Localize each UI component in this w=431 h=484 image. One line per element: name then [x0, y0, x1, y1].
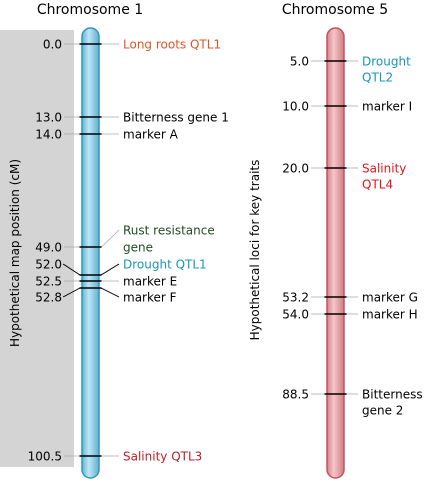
chr5-locus-label-5-0: Bitterness — [362, 388, 423, 402]
chr1-locus-label-0-0: Long roots QTL1 — [123, 38, 221, 52]
chr1-locus-position-5: 52.5 — [35, 275, 62, 289]
chr1-leader-right-3 — [101, 229, 120, 248]
chr1-locus-label-7-0: Salinity QTL3 — [123, 450, 202, 464]
chr1-locus-position-6: 52.8 — [35, 291, 62, 305]
chr1-diag-left-6 — [62, 287, 81, 298]
chr5-locus-position-0: 5.0 — [290, 55, 309, 69]
chromosome-5-body — [326, 27, 345, 479]
chr5-locus-position-2: 20.0 — [282, 162, 309, 176]
chr1-locus-position-3: 49.0 — [35, 241, 62, 255]
chr1-locus-position-4: 52.0 — [35, 258, 62, 272]
chr1-locus-label-5-0: marker E — [123, 275, 177, 289]
chr5-locus-label-2-1: QTL4 — [362, 178, 393, 192]
chr1-locus-position-1: 13.0 — [35, 111, 62, 125]
chromosome-5-title: Chromosome 5 — [282, 2, 388, 18]
chr5-locus-label-5-1: gene 2 — [362, 404, 403, 418]
chr1-diag-right-6 — [100, 287, 120, 298]
chr1-diag-right-4 — [100, 263, 120, 276]
chr1-locus-position-2: 14.0 — [35, 128, 62, 142]
chr5-locus-position-5: 88.5 — [282, 388, 309, 402]
chr5-locus-label-0-1: QTL2 — [362, 71, 393, 85]
chromosome-1-title: Chromosome 1 — [37, 2, 143, 18]
chr1-locus-label-3-1: gene — [123, 241, 153, 255]
right-axis-label: Hypothetical loci for key traits — [248, 160, 262, 341]
chr5-locus-label-3-0: marker G — [362, 291, 418, 305]
chromosome-1-body — [81, 27, 100, 479]
map-position-panel — [0, 30, 74, 467]
chr1-diag-left-4 — [62, 263, 81, 276]
chr1-locus-label-2-0: marker A — [123, 128, 179, 142]
chr5-locus-label-2-0: Salinity — [362, 162, 406, 176]
chr1-locus-label-4-0: Drought QTL1 — [123, 258, 207, 272]
chr5-locus-position-1: 10.0 — [282, 100, 309, 114]
chr5-locus-position-3: 53.2 — [282, 291, 309, 305]
chr5-locus-label-0-0: Drought — [362, 55, 411, 69]
chr1-locus-label-6-0: marker F — [123, 291, 177, 305]
loci-layer: 0.0 Long roots QTL1 13.0 Bitterness gene 1 1… — [28, 38, 423, 464]
chr1-locus-position-0: 0.0 — [43, 38, 62, 52]
chr1-locus-position-7: 100.5 — [28, 450, 62, 464]
chr5-locus-position-4: 54.0 — [282, 308, 309, 322]
left-axis-label: Hypothetical map position (cM) — [8, 159, 22, 347]
chr1-locus-label-3-0: Rust resistance — [123, 224, 215, 238]
chr1-locus-label-1-0: Bitterness gene 1 — [123, 111, 229, 125]
chr5-locus-label-1-0: marker I — [362, 100, 412, 114]
chr5-locus-label-4-0: marker H — [362, 308, 418, 322]
